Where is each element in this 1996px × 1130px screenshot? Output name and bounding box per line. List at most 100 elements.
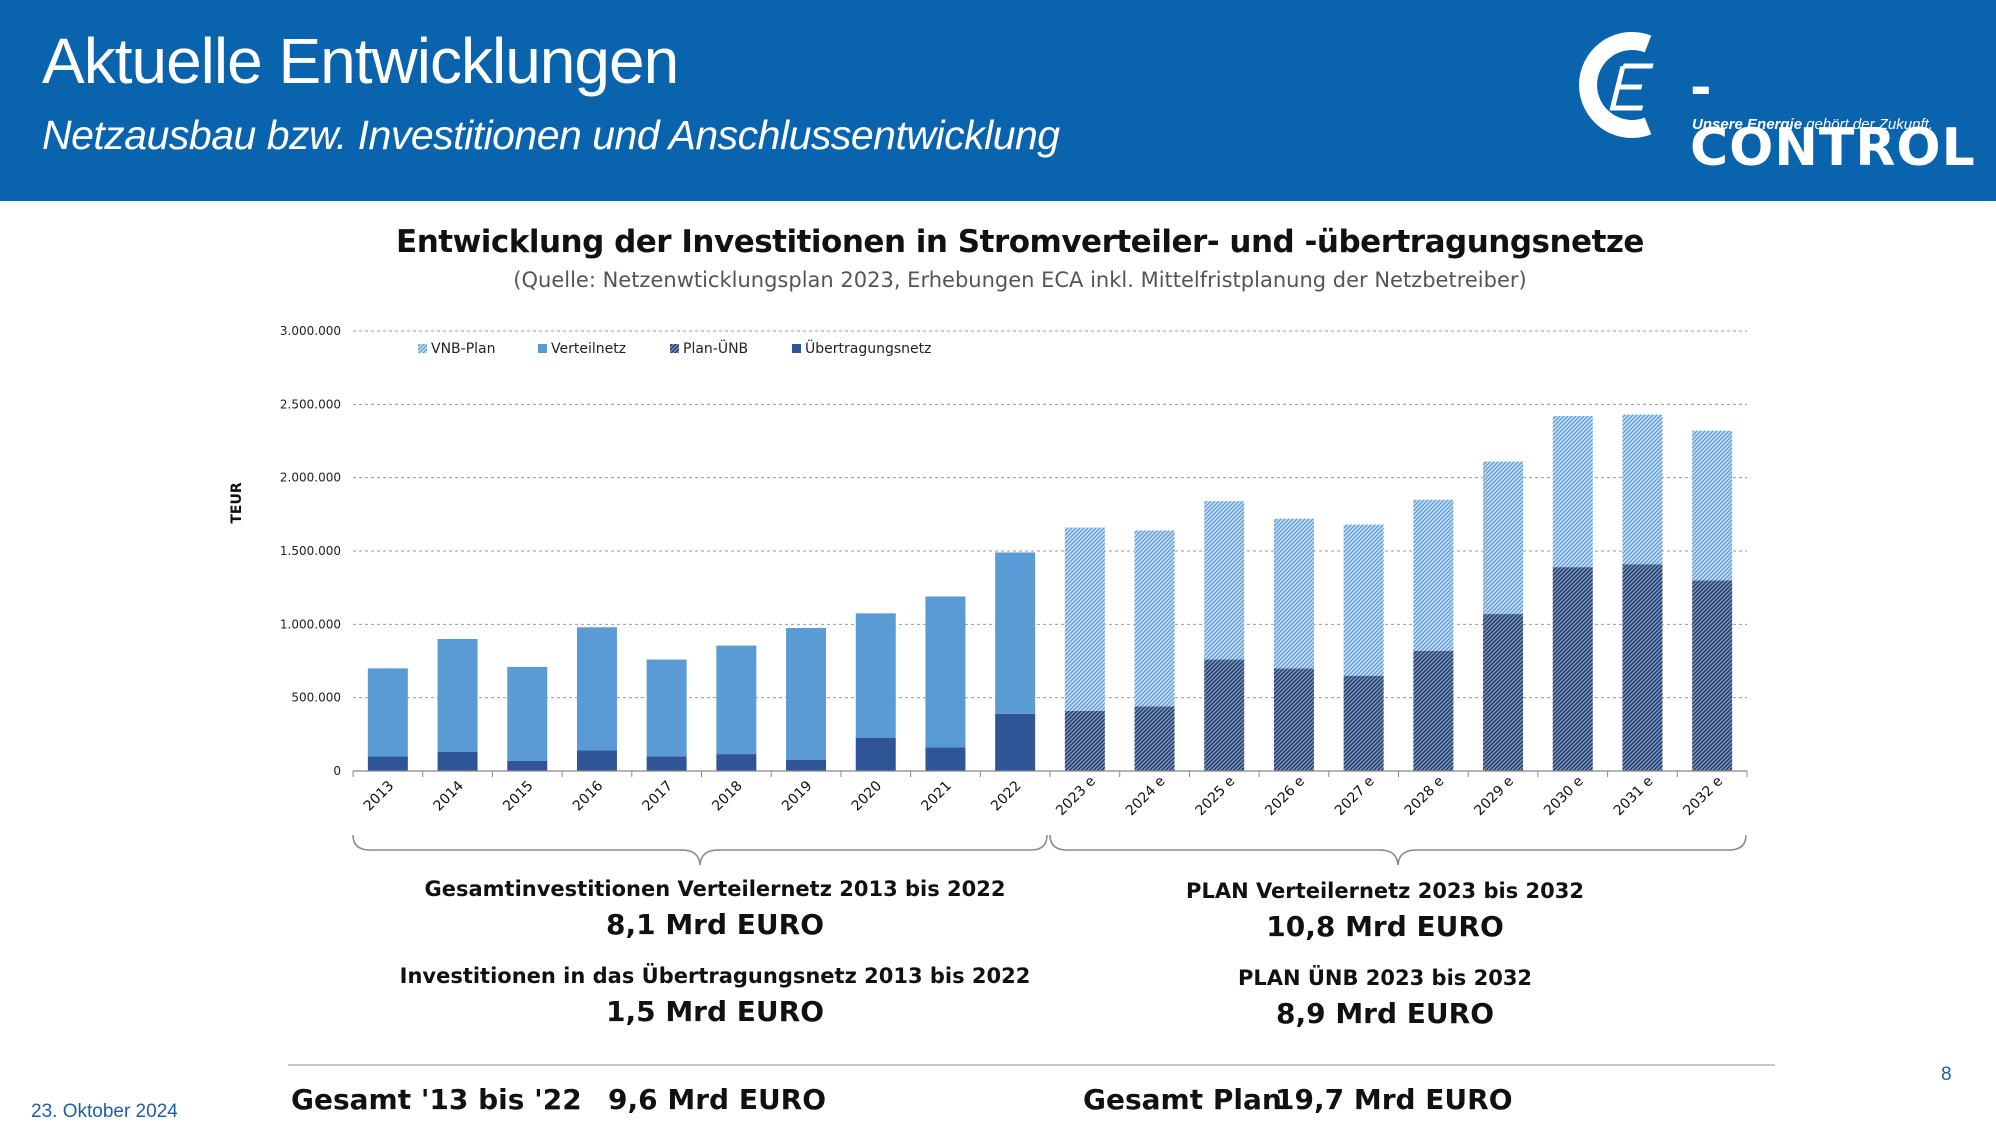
legend: VNB-Plan Verteilnetz Plan-ÜNB Übertragungsn…: [418, 339, 931, 357]
total-left-value: 9,6 Mrd EURO: [608, 1083, 827, 1116]
bar-vnb-plan: [1134, 530, 1175, 707]
legend-swatch: [418, 344, 427, 353]
summary-right-value-1: 10,8 Mrd EURO: [1266, 910, 1504, 943]
bar-verteilnetz: [716, 645, 757, 755]
x-tick-label: 2027 e: [1332, 773, 1378, 819]
slide-subtitle: Netzausbau bzw. Investitionen und Anschl…: [42, 112, 1060, 158]
bar-plan-ünb: [1134, 706, 1175, 771]
chart-subtitle: (Quelle: Netzenwticklungsplan 2023, Erhe…: [513, 268, 1527, 292]
bar-plan-ünb: [1064, 710, 1105, 771]
bar-verteilnetz: [995, 552, 1036, 714]
bar-übertragungsnetz: [576, 750, 617, 771]
bar-vnb-plan: [1204, 501, 1245, 660]
legend-swatch: [792, 344, 801, 353]
period-brace-right: [1049, 834, 1747, 866]
bar-plan-ünb: [1552, 567, 1593, 771]
logo-wordmark: -CONTROL: [1690, 58, 1976, 178]
total-left-label: Gesamt '13 bis '22: [291, 1083, 582, 1116]
bar-übertragungsnetz: [646, 756, 687, 771]
legend-label: Übertragungsnetz: [805, 339, 931, 357]
y-tick-label: 1.500.000: [280, 544, 341, 558]
x-tick-label: 2015: [500, 778, 537, 815]
y-tick-label: 2.000.000: [280, 471, 341, 485]
bar-verteilnetz: [367, 668, 408, 757]
bar-verteilnetz: [646, 659, 687, 757]
period-brace-left: [352, 834, 1048, 866]
y-tick-label: 0: [333, 764, 341, 778]
x-tick-label: 2018: [709, 778, 746, 815]
legend-swatch: [538, 344, 547, 353]
bar-vnb-plan: [1552, 416, 1593, 568]
x-tick-label: 2022: [988, 778, 1025, 815]
x-tick-label: 2020: [849, 778, 886, 815]
bar-übertragungsnetz: [855, 738, 896, 771]
bar-plan-ünb: [1413, 650, 1454, 771]
legend-label: VNB-Plan: [431, 341, 496, 357]
legend-label: Verteilnetz: [551, 341, 626, 357]
bar-vnb-plan: [1064, 527, 1105, 711]
summary-left-label-2: Investitionen in das Übertragungsnetz 20…: [399, 964, 1031, 988]
chart-title: Entwicklung der Investitionen in Stromve…: [396, 224, 1644, 260]
summary-left-value-2: 1,5 Mrd EURO: [605, 995, 825, 1028]
bar-übertragungsnetz: [925, 747, 966, 771]
bar-plan-ünb: [1692, 580, 1733, 771]
bar-verteilnetz: [437, 639, 478, 752]
x-tick-label: 2026 e: [1262, 773, 1308, 819]
summary-left-value-1: 8,1 Mrd EURO: [605, 908, 825, 941]
summary-right-label-1: PLAN Verteilernetz 2023 bis 2032: [1186, 879, 1584, 903]
summary-right-value-2: 8,9 Mrd EURO: [1275, 997, 1495, 1030]
bar-vnb-plan: [1483, 461, 1524, 615]
bar-übertragungsnetz: [786, 760, 827, 771]
logo-mark-icon: [1579, 32, 1654, 138]
header-bar: Aktuelle Entwicklungen Netzausbau bzw. I…: [0, 0, 1996, 201]
bar-übertragungsnetz: [507, 760, 548, 771]
y-tick-label: 3.000.000: [280, 324, 341, 338]
legend-label: Plan-ÜNB: [683, 339, 748, 357]
bar-plan-ünb: [1483, 614, 1524, 771]
x-tick-label: 2014: [430, 778, 467, 815]
bar-plan-ünb: [1343, 675, 1384, 771]
y-axis-label: TEUR: [229, 482, 245, 523]
bar-übertragungsnetz: [437, 751, 478, 771]
bar-verteilnetz: [576, 627, 617, 751]
page-number: 8: [1941, 1064, 1952, 1085]
logo-tagline-bold: Unsere Energie: [1692, 116, 1803, 133]
x-tick-label: 2029 e: [1471, 773, 1517, 819]
bar-plan-ünb: [1273, 668, 1314, 771]
y-tick-label: 500.000: [291, 691, 341, 705]
bar-übertragungsnetz: [367, 756, 408, 771]
footer-date: 23. Oktober 2024: [31, 1101, 178, 1122]
divider-line: [288, 1064, 1775, 1066]
bar-vnb-plan: [1622, 414, 1663, 565]
y-tick-label: 1.000.000: [280, 617, 341, 631]
bar-vnb-plan: [1273, 518, 1314, 669]
x-tick-label: 2021: [918, 778, 955, 815]
x-tick-label: 2016: [570, 778, 607, 815]
bars: [367, 414, 1733, 771]
bar-plan-ünb: [1204, 659, 1245, 771]
e-control-logo: -CONTROL Unsere Energie gehört der Zukun…: [1570, 30, 1990, 178]
total-right-value: 19,7 Mrd EURO: [1275, 1083, 1513, 1116]
slide-title: Aktuelle Entwicklungen: [42, 25, 679, 97]
x-tick-label: 2013: [361, 778, 398, 815]
x-tick-label: 2017: [640, 778, 677, 815]
y-tick-label: 2.500.000: [280, 397, 341, 411]
legend-swatch: [670, 344, 679, 353]
x-tick-label: 2025 e: [1193, 773, 1239, 819]
summary-right-label-2: PLAN ÜNB 2023 bis 2032: [1237, 966, 1533, 990]
bar-verteilnetz: [855, 613, 896, 738]
bar-verteilnetz: [925, 596, 966, 748]
bar-übertragungsnetz: [716, 754, 757, 771]
x-tick-label: 2030 e: [1541, 773, 1587, 819]
x-tick-label: 2023 e: [1053, 773, 1099, 819]
summary-left-label-1: Gesamtinvestitionen Verteilernetz 2013 b…: [424, 877, 1006, 901]
grid-lines: [353, 330, 1747, 699]
x-tick-label: 2031 e: [1611, 773, 1657, 819]
total-right-label: Gesamt Plan: [1083, 1083, 1282, 1116]
bar-plan-ünb: [1622, 564, 1663, 771]
bar-vnb-plan: [1692, 430, 1733, 581]
bar-übertragungsnetz: [995, 713, 1036, 771]
bar-vnb-plan: [1413, 499, 1454, 651]
bar-verteilnetz: [786, 628, 827, 760]
